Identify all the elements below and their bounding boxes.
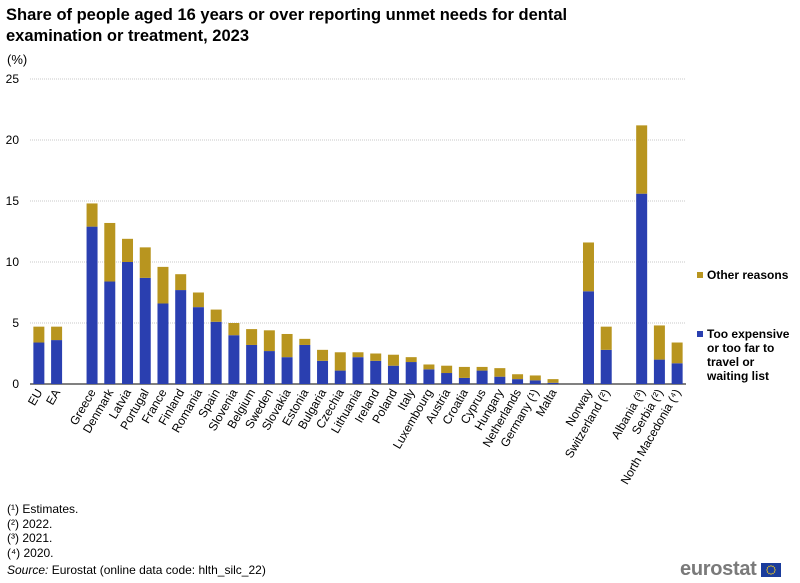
bar-segment-expensive	[671, 363, 683, 384]
bar-segment-other	[458, 366, 470, 378]
bar-segment-expensive	[210, 321, 222, 384]
bar-segment-expensive	[51, 340, 63, 384]
logo-text: eurostat	[680, 558, 757, 580]
bar-segment-other	[228, 323, 240, 336]
bar-segment-expensive	[352, 357, 364, 384]
bar-segment-other	[139, 247, 151, 278]
bar-segment-other	[582, 242, 594, 292]
footnotes: (¹) Estimates. (²) 2022. (³) 2021. (⁴) 2…	[7, 502, 78, 560]
bar-segment-expensive	[494, 376, 506, 384]
bar-segment-other	[494, 368, 506, 377]
x-tick-label: EA	[43, 387, 63, 408]
bar-segment-expensive	[334, 370, 346, 384]
bar-segment-other	[370, 353, 382, 361]
bar-segment-expensive	[529, 380, 541, 384]
bar-segment-expensive	[228, 335, 240, 384]
bar-segment-other	[192, 292, 204, 308]
bar-segment-expensive	[370, 360, 382, 384]
footnote: (²) 2022.	[7, 516, 53, 531]
bar-segment-expensive	[405, 362, 417, 384]
bar-segment-expensive	[441, 373, 453, 384]
bar-segment-expensive	[653, 359, 665, 384]
bar-segment-other	[175, 274, 187, 291]
y-tick-label: 25	[6, 72, 20, 86]
legend-swatch-expensive	[697, 331, 703, 337]
bar-segment-expensive	[476, 370, 488, 384]
bar-segment-expensive	[33, 342, 45, 384]
bar-segment-other	[317, 349, 329, 361]
y-tick-label: 10	[6, 255, 20, 269]
bar-segment-expensive	[547, 382, 559, 384]
bar-segment-expensive	[139, 277, 151, 384]
bar-segment-expensive	[317, 360, 329, 384]
bar-segment-other	[653, 325, 665, 360]
bar-segment-expensive	[263, 351, 275, 384]
legend-item-too-expensive: Too expensive or too far to travel or wa…	[697, 327, 797, 383]
bar-segment-expensive	[104, 281, 116, 384]
bar-segment-other	[441, 365, 453, 374]
bar-segment-other	[600, 326, 612, 350]
bar-segment-other	[405, 357, 417, 363]
bar-segment-expensive	[86, 226, 98, 384]
legend-label-other: Other reasons	[707, 268, 789, 282]
bar-segment-expensive	[458, 377, 470, 384]
y-tick-label: 20	[6, 133, 20, 147]
bar-segment-other	[210, 309, 222, 322]
eurostat-logo: eurostat	[680, 558, 781, 581]
y-tick-label: 15	[6, 194, 20, 208]
bar-segment-expensive	[192, 307, 204, 384]
y-tick-label: 5	[12, 316, 19, 330]
bar-segment-other	[529, 375, 541, 381]
chart-title: Share of people aged 16 years or over re…	[6, 6, 568, 45]
bar-segment-other	[33, 326, 45, 343]
bar-segment-expensive	[423, 369, 435, 384]
bar-segment-expensive	[582, 291, 594, 384]
bar-segment-other	[86, 203, 98, 227]
legend-label-expensive: Too expensive or too far to travel or wa…	[707, 327, 790, 383]
bar-segment-expensive	[387, 365, 399, 384]
bar-segment-other	[423, 364, 435, 370]
bar-segment-other	[157, 266, 169, 304]
bar-segment-expensive	[281, 357, 293, 384]
bar-segment-other	[299, 338, 311, 345]
bar-segment-other	[512, 374, 524, 380]
bar-segment-other	[104, 222, 116, 282]
legend-item-other-reasons: Other reasons	[697, 268, 797, 282]
y-axis-unit: (%)	[7, 52, 28, 67]
x-tick-label: EU	[25, 387, 45, 408]
bar-segment-expensive	[157, 303, 169, 384]
bar-segment-other	[671, 342, 683, 364]
footnote: (¹) Estimates.	[7, 502, 79, 516]
bar-segment-expensive	[175, 290, 187, 384]
source-text: Eurostat (online data code: hlth_silc_22…	[48, 563, 266, 577]
source-label: Source:	[7, 563, 49, 577]
bar-segment-expensive	[299, 344, 311, 384]
bar-segment-expensive	[122, 262, 134, 384]
bar-segment-other	[636, 125, 648, 194]
bar-segment-expensive	[246, 344, 258, 384]
bar-segment-other	[122, 238, 134, 262]
bar-segment-other	[51, 326, 63, 341]
bar-segment-expensive	[636, 193, 648, 384]
bar-segment-expensive	[600, 349, 612, 384]
bar-segment-other	[387, 354, 399, 366]
bar-segment-other	[281, 333, 293, 358]
footnote: (⁴) 2020.	[7, 545, 54, 560]
bar-segment-other	[476, 366, 488, 371]
bar-segment-other	[263, 330, 275, 352]
legend-swatch-other	[697, 272, 703, 278]
source-note: Source: Eurostat (online data code: hlth…	[7, 563, 266, 577]
bar-segment-other	[352, 352, 364, 358]
footnote: (³) 2021.	[7, 531, 53, 546]
y-tick-label: 0	[12, 377, 19, 391]
bar-segment-other	[246, 329, 258, 345]
bar-segment-expensive	[512, 379, 524, 384]
eu-flag-icon	[760, 562, 781, 577]
bar-segment-other	[334, 352, 346, 371]
bar-segment-other	[547, 379, 559, 383]
